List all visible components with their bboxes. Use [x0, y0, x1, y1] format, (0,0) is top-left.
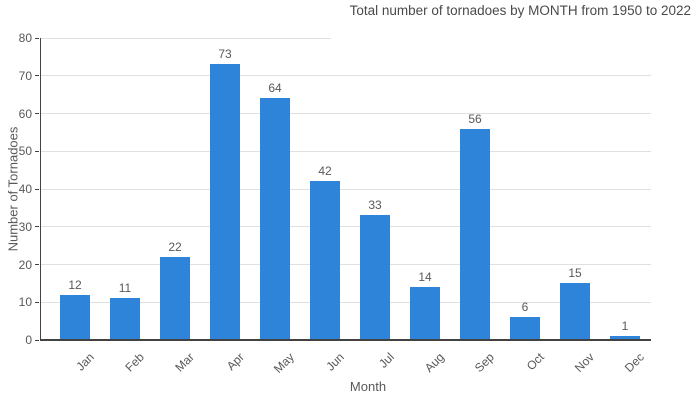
y-tick-0 [35, 339, 39, 341]
bar-Sep [460, 128, 490, 340]
gridline-70 [40, 75, 651, 77]
y-tick-label-70: 70 [18, 68, 32, 83]
value-label-Dec: 1 [621, 319, 629, 334]
bar-Jul [360, 215, 390, 340]
y-tick-80 [35, 37, 39, 39]
y-tick-label-50: 50 [18, 144, 32, 159]
plot-area: 12 11 22 73 64 42 33 14 56 6 15 1 [35, 37, 651, 341]
bar-Mar [160, 256, 190, 340]
bar-May [260, 98, 290, 340]
value-label-Nov: 15 [568, 266, 582, 281]
x-tick-label-Oct: Oct [523, 350, 547, 374]
bar-Apr [210, 64, 240, 340]
y-tick-label-30: 30 [18, 219, 32, 234]
y-tick-60 [35, 113, 39, 114]
gridline-20 [40, 264, 651, 265]
bar-Aug [410, 287, 440, 340]
y-tick-label-60: 60 [18, 106, 32, 121]
y-tick-40 [35, 188, 39, 190]
gridline-80 [40, 37, 331, 39]
gridline-30 [40, 226, 651, 228]
value-label-Aug: 14 [418, 270, 432, 285]
value-label-Mar: 22 [168, 239, 182, 254]
x-tick-label-Jan: Jan [73, 350, 97, 374]
y-axis-line [40, 38, 41, 340]
gridline-10 [40, 301, 651, 303]
x-tick-label-Dec: Dec [621, 350, 647, 375]
bar-Oct [510, 317, 540, 340]
value-label-Oct: 6 [521, 300, 529, 315]
x-tick-label-Feb: Feb [122, 350, 147, 375]
value-label-Jul: 33 [368, 198, 382, 213]
value-label-Jan: 12 [68, 277, 82, 292]
value-label-Apr: 73 [218, 47, 232, 62]
x-axis-line [40, 339, 651, 341]
x-tick-label-May: May [270, 350, 297, 376]
bar-Nov [560, 283, 590, 340]
bar-Feb [110, 298, 140, 340]
gridline-60 [40, 113, 651, 114]
value-label-Feb: 11 [118, 281, 132, 296]
value-label-Jun: 42 [318, 164, 332, 179]
y-tick-label-80: 80 [18, 31, 32, 45]
gridline-40 [40, 188, 651, 190]
y-tick-70 [35, 75, 39, 77]
y-tick-label-0: 0 [25, 333, 32, 347]
x-tick-label-Sep: Sep [471, 350, 497, 376]
x-tick-label-Aug: Aug [421, 350, 447, 376]
y-tick-20 [35, 264, 39, 265]
y-tick-label-20: 20 [18, 257, 32, 272]
x-tick-label-Nov: Nov [571, 350, 597, 375]
value-label-Sep: 56 [468, 111, 482, 126]
chart-title: Total number of tornadoes by MONTH from … [349, 3, 691, 18]
x-tick-label-Jun: Jun [323, 350, 347, 374]
y-tick-label-40: 40 [18, 182, 32, 196]
gridline-50 [40, 150, 651, 152]
bar-Dec [610, 336, 640, 340]
x-tick-label-Mar: Mar [172, 350, 197, 375]
value-label-May: 64 [268, 81, 282, 96]
bar-Jun [310, 181, 340, 340]
x-tick-label-Apr: Apr [223, 350, 247, 374]
bar-Jan [60, 294, 90, 340]
x-axis-title: Month [349, 379, 387, 394]
y-tick-label-10: 10 [18, 295, 32, 310]
y-tick-50 [35, 150, 39, 152]
y-tick-30 [35, 226, 39, 228]
y-tick-10 [35, 301, 39, 303]
